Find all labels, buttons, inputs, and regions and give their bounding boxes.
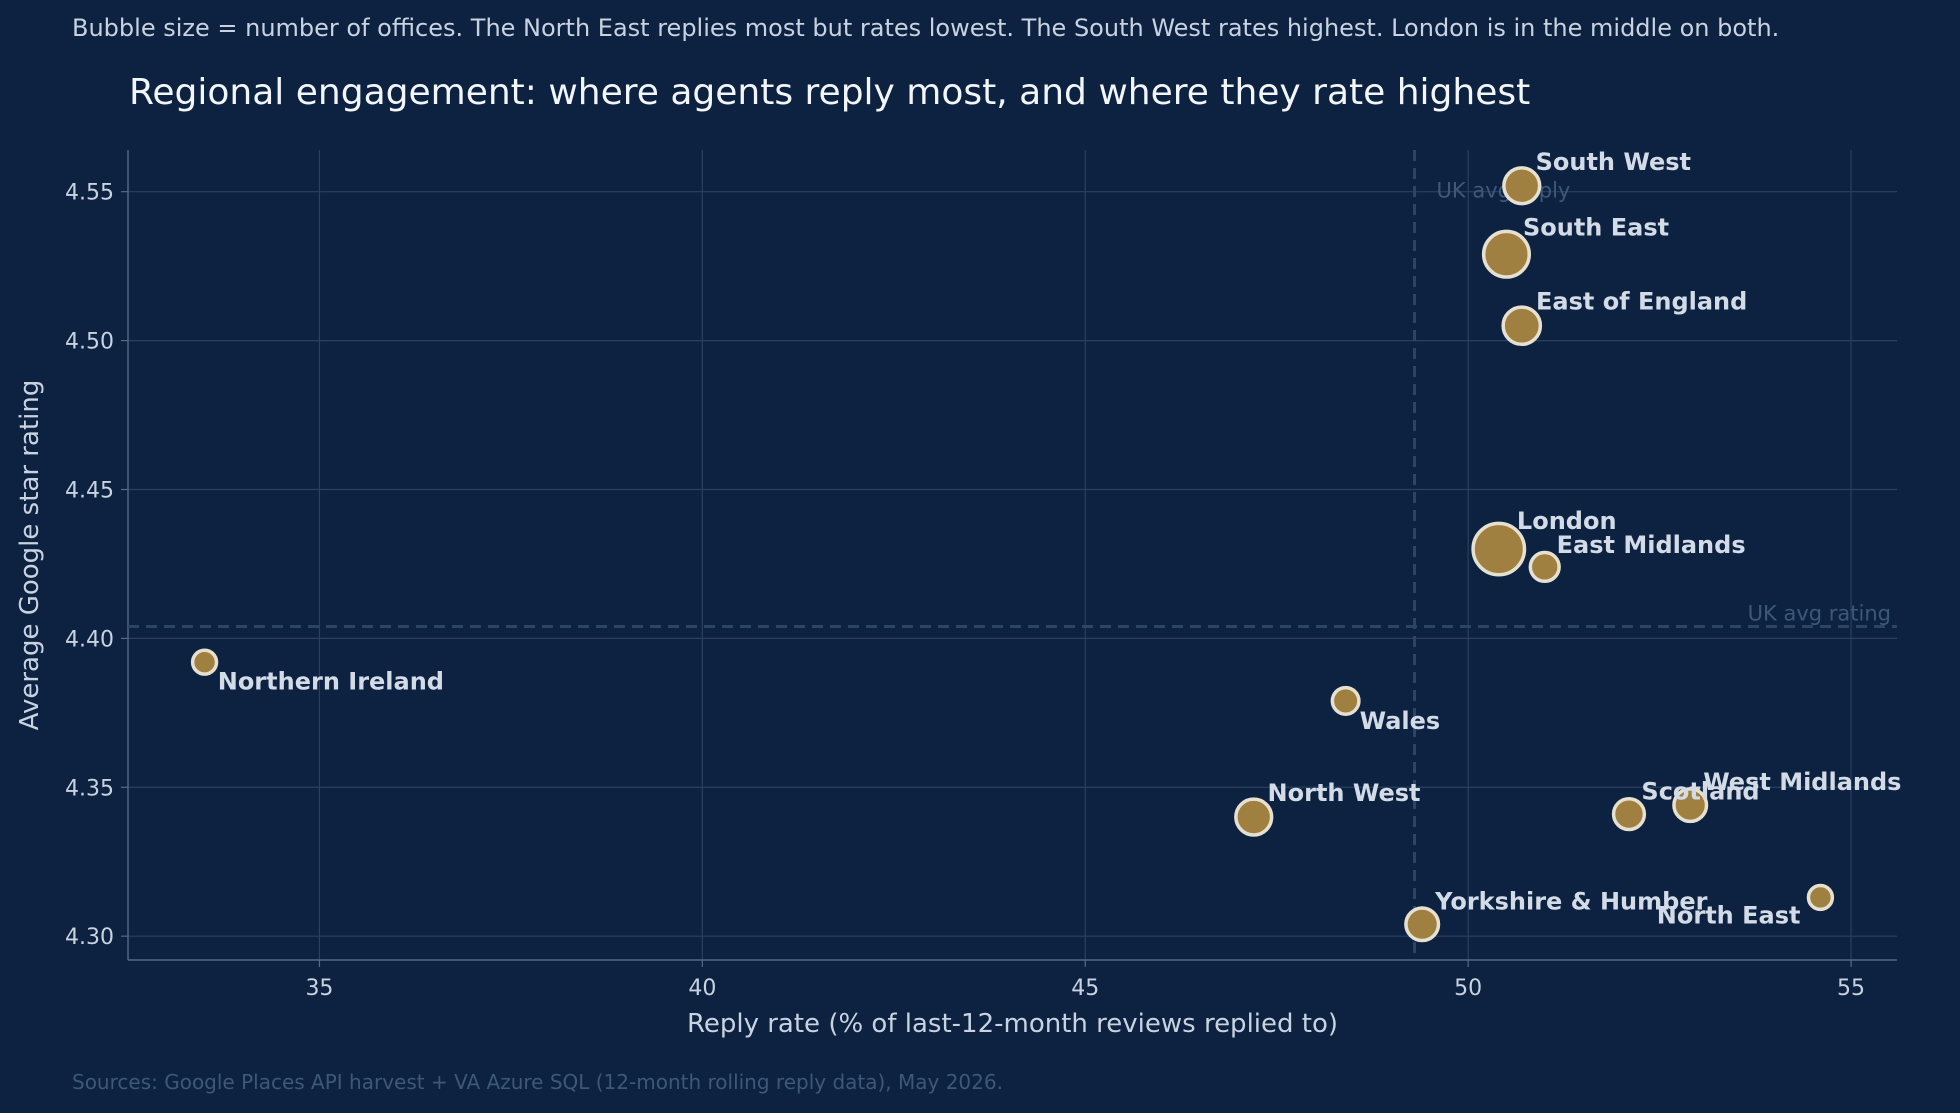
bubble-wales <box>1330 685 1361 716</box>
label-east-midlands: East Midlands <box>1557 531 1746 559</box>
label-west-midlands: West Midlands <box>1703 768 1901 796</box>
bubbles <box>190 166 1835 943</box>
label-north-east: North East <box>1657 901 1801 929</box>
y-tick-label: 4.30 <box>65 925 114 950</box>
bubble-northern-ireland <box>190 648 219 676</box>
bubble-south-east <box>1481 229 1531 279</box>
x-tick-label: 45 <box>1071 976 1099 1001</box>
chart-title: Regional engagement: where agents reply … <box>129 72 1531 113</box>
label-london: London <box>1517 507 1617 535</box>
y-tick-label: 4.40 <box>65 627 114 652</box>
uk-avg-rating-label: UK avg rating <box>1748 601 1891 625</box>
x-tick-label: 40 <box>688 976 716 1001</box>
bubble-east-midlands <box>1528 550 1561 584</box>
label-northern-ireland: Northern Ireland <box>218 667 444 695</box>
y-tick-label: 4.45 <box>65 478 114 503</box>
label-south-west: South West <box>1536 148 1691 176</box>
label-scotland: Scotland <box>1641 778 1759 806</box>
x-axis-label: Reply rate (% of last-12-month reviews r… <box>687 1009 1338 1039</box>
bubble-east-of-england <box>1501 305 1543 347</box>
bubble-scotland <box>1611 796 1647 832</box>
chart-source-note: Sources: Google Places API harvest + VA … <box>72 1070 1003 1094</box>
bubble-north-west <box>1234 797 1274 837</box>
y-tick-label: 4.35 <box>65 776 114 801</box>
bubble-west-midlands <box>1672 787 1709 824</box>
x-tick-label: 50 <box>1454 976 1482 1001</box>
bubble-yorkshire-humber <box>1404 906 1441 943</box>
grid-lines <box>128 150 1897 960</box>
label-yorkshire-humber: Yorkshire & Humber <box>1434 887 1707 915</box>
x-tick-label: 35 <box>305 976 333 1001</box>
bubble-london <box>1471 521 1527 577</box>
y-axis-label: Average Google star rating <box>15 380 45 731</box>
label-south-east: South East <box>1523 214 1669 242</box>
y-tick-label: 4.50 <box>65 330 114 355</box>
label-east-of-england: East of England <box>1536 287 1747 315</box>
label-north-west: North West <box>1268 779 1421 807</box>
label-wales: Wales <box>1360 707 1441 735</box>
bubble-north-east <box>1806 883 1835 912</box>
y-tick-label: 4.55 <box>65 181 114 206</box>
x-tick-label: 55 <box>1837 976 1865 1001</box>
chart-subtitle: Bubble size = number of offices. The Nor… <box>72 14 1780 42</box>
bubble-labels: South West South East East of England Londo… <box>218 148 1902 930</box>
axes: 35 40 45 50 55 4.30 4.35 4.40 4.45 4.50 4.55 <box>65 150 1897 1001</box>
bubble-south-west <box>1502 166 1542 206</box>
